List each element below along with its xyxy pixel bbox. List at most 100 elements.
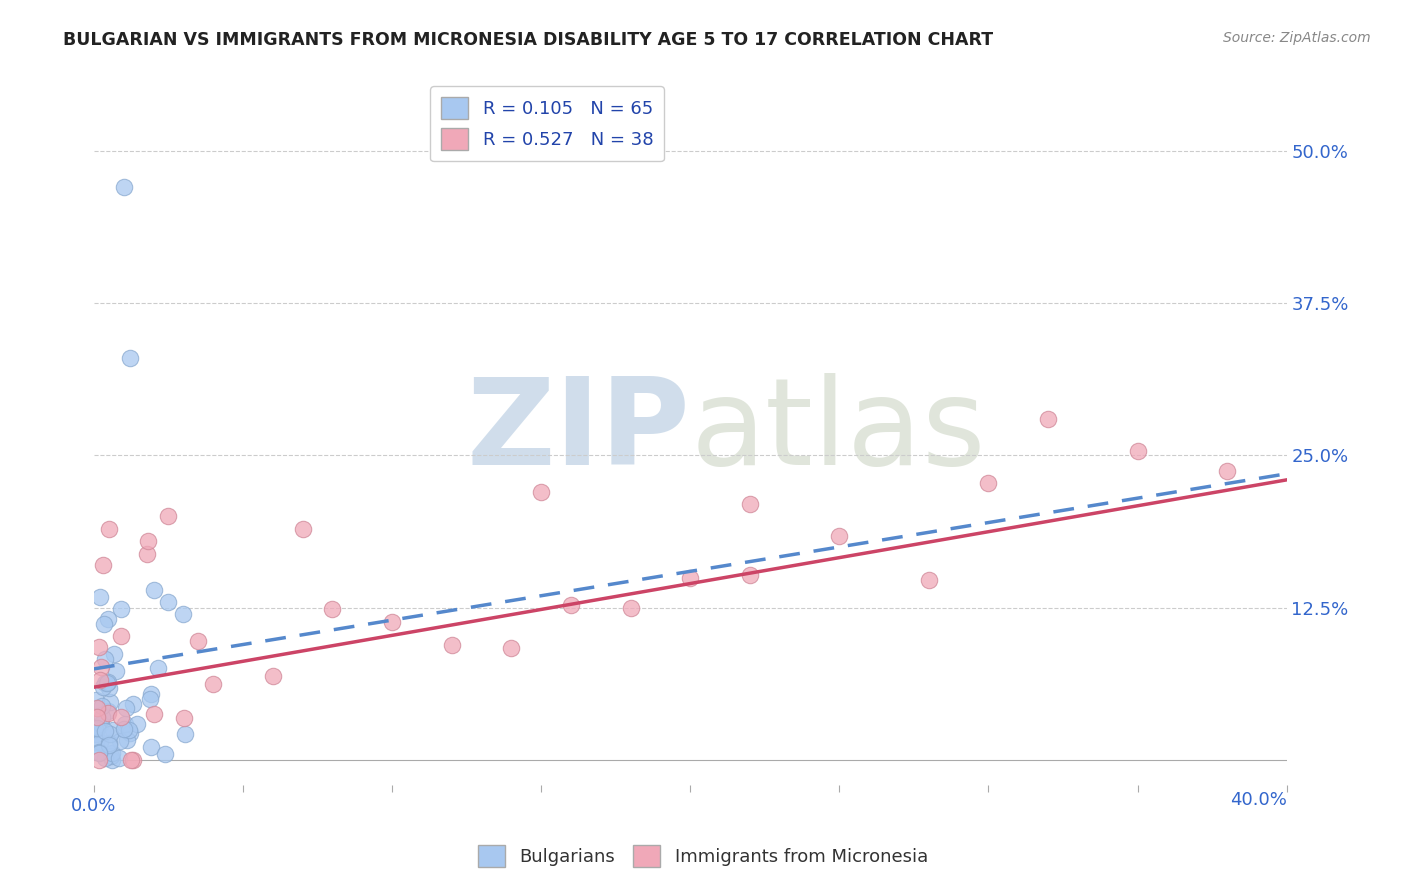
Point bbox=[108, 751, 131, 765]
Point bbox=[262, 669, 284, 683]
Point bbox=[139, 691, 162, 706]
Point bbox=[101, 723, 124, 737]
Point bbox=[142, 582, 165, 597]
Point bbox=[110, 710, 132, 724]
Point bbox=[122, 753, 145, 767]
Point bbox=[87, 640, 110, 654]
Point bbox=[828, 529, 851, 543]
Point bbox=[89, 735, 111, 749]
Point bbox=[103, 647, 125, 661]
Point bbox=[83, 722, 105, 736]
Point bbox=[110, 629, 132, 643]
Point bbox=[91, 709, 114, 723]
Point bbox=[97, 738, 120, 752]
Point bbox=[738, 567, 761, 582]
Point bbox=[98, 681, 121, 695]
Point bbox=[120, 753, 142, 767]
Point bbox=[89, 745, 111, 759]
Point bbox=[100, 695, 122, 709]
Point bbox=[94, 750, 117, 764]
Point bbox=[1216, 464, 1239, 478]
Point bbox=[202, 677, 225, 691]
Point bbox=[91, 680, 114, 694]
Point bbox=[101, 753, 124, 767]
Text: Source: ZipAtlas.com: Source: ZipAtlas.com bbox=[1223, 31, 1371, 45]
Point bbox=[89, 590, 111, 604]
Point bbox=[94, 675, 117, 690]
Point bbox=[90, 698, 112, 713]
Point bbox=[157, 509, 180, 524]
Point bbox=[90, 717, 112, 731]
Legend: Bulgarians, Immigrants from Micronesia: Bulgarians, Immigrants from Micronesia bbox=[471, 838, 935, 874]
Point bbox=[121, 698, 143, 712]
Point bbox=[112, 722, 135, 736]
Point bbox=[115, 732, 138, 747]
Point bbox=[86, 700, 108, 714]
Point bbox=[100, 746, 122, 760]
Point bbox=[679, 571, 702, 585]
Point bbox=[1126, 444, 1149, 458]
Point bbox=[110, 734, 132, 748]
Point bbox=[84, 726, 107, 740]
Point bbox=[114, 717, 136, 731]
Point bbox=[142, 706, 165, 721]
Point bbox=[381, 615, 404, 629]
Point bbox=[155, 747, 177, 761]
Point bbox=[97, 704, 120, 718]
Point bbox=[86, 721, 108, 735]
Point bbox=[440, 638, 463, 652]
Text: 40.0%: 40.0% bbox=[1230, 791, 1286, 809]
Point bbox=[291, 522, 314, 536]
Point bbox=[97, 522, 120, 536]
Point bbox=[91, 558, 114, 573]
Point bbox=[172, 607, 194, 621]
Point bbox=[90, 660, 112, 674]
Point bbox=[112, 180, 135, 194]
Point bbox=[115, 701, 138, 715]
Point bbox=[110, 601, 132, 615]
Point bbox=[96, 675, 118, 690]
Point bbox=[501, 640, 523, 655]
Point bbox=[127, 717, 149, 731]
Point bbox=[118, 726, 141, 740]
Point bbox=[139, 687, 162, 701]
Point bbox=[84, 735, 107, 749]
Point bbox=[174, 727, 197, 741]
Point bbox=[620, 601, 643, 615]
Point bbox=[87, 746, 110, 760]
Point bbox=[136, 533, 159, 548]
Point bbox=[97, 706, 120, 720]
Point bbox=[530, 485, 553, 500]
Point bbox=[87, 753, 110, 767]
Text: atlas: atlas bbox=[690, 373, 986, 490]
Point bbox=[86, 710, 108, 724]
Point bbox=[977, 475, 1000, 490]
Point bbox=[118, 723, 141, 738]
Point bbox=[560, 599, 582, 613]
Point bbox=[173, 710, 195, 724]
Point bbox=[141, 740, 163, 755]
Legend: R = 0.105   N = 65, R = 0.527   N = 38: R = 0.105 N = 65, R = 0.527 N = 38 bbox=[430, 87, 664, 161]
Point bbox=[321, 601, 343, 615]
Point bbox=[738, 497, 761, 511]
Point bbox=[94, 724, 117, 739]
Point bbox=[118, 351, 141, 365]
Point bbox=[98, 736, 121, 750]
Point bbox=[187, 634, 209, 648]
Point bbox=[84, 693, 107, 707]
Point bbox=[97, 674, 120, 689]
Point bbox=[918, 573, 941, 587]
Point bbox=[1036, 412, 1059, 426]
Point bbox=[157, 595, 180, 609]
Point bbox=[89, 673, 111, 688]
Point bbox=[136, 547, 159, 561]
Point bbox=[104, 664, 127, 678]
Point bbox=[97, 612, 120, 626]
Point bbox=[93, 616, 115, 631]
Point bbox=[146, 661, 169, 675]
Text: BULGARIAN VS IMMIGRANTS FROM MICRONESIA DISABILITY AGE 5 TO 17 CORRELATION CHART: BULGARIAN VS IMMIGRANTS FROM MICRONESIA … bbox=[63, 31, 994, 49]
Point bbox=[100, 748, 122, 763]
Point bbox=[98, 727, 121, 741]
Point bbox=[94, 651, 117, 665]
Text: ZIP: ZIP bbox=[467, 373, 690, 490]
